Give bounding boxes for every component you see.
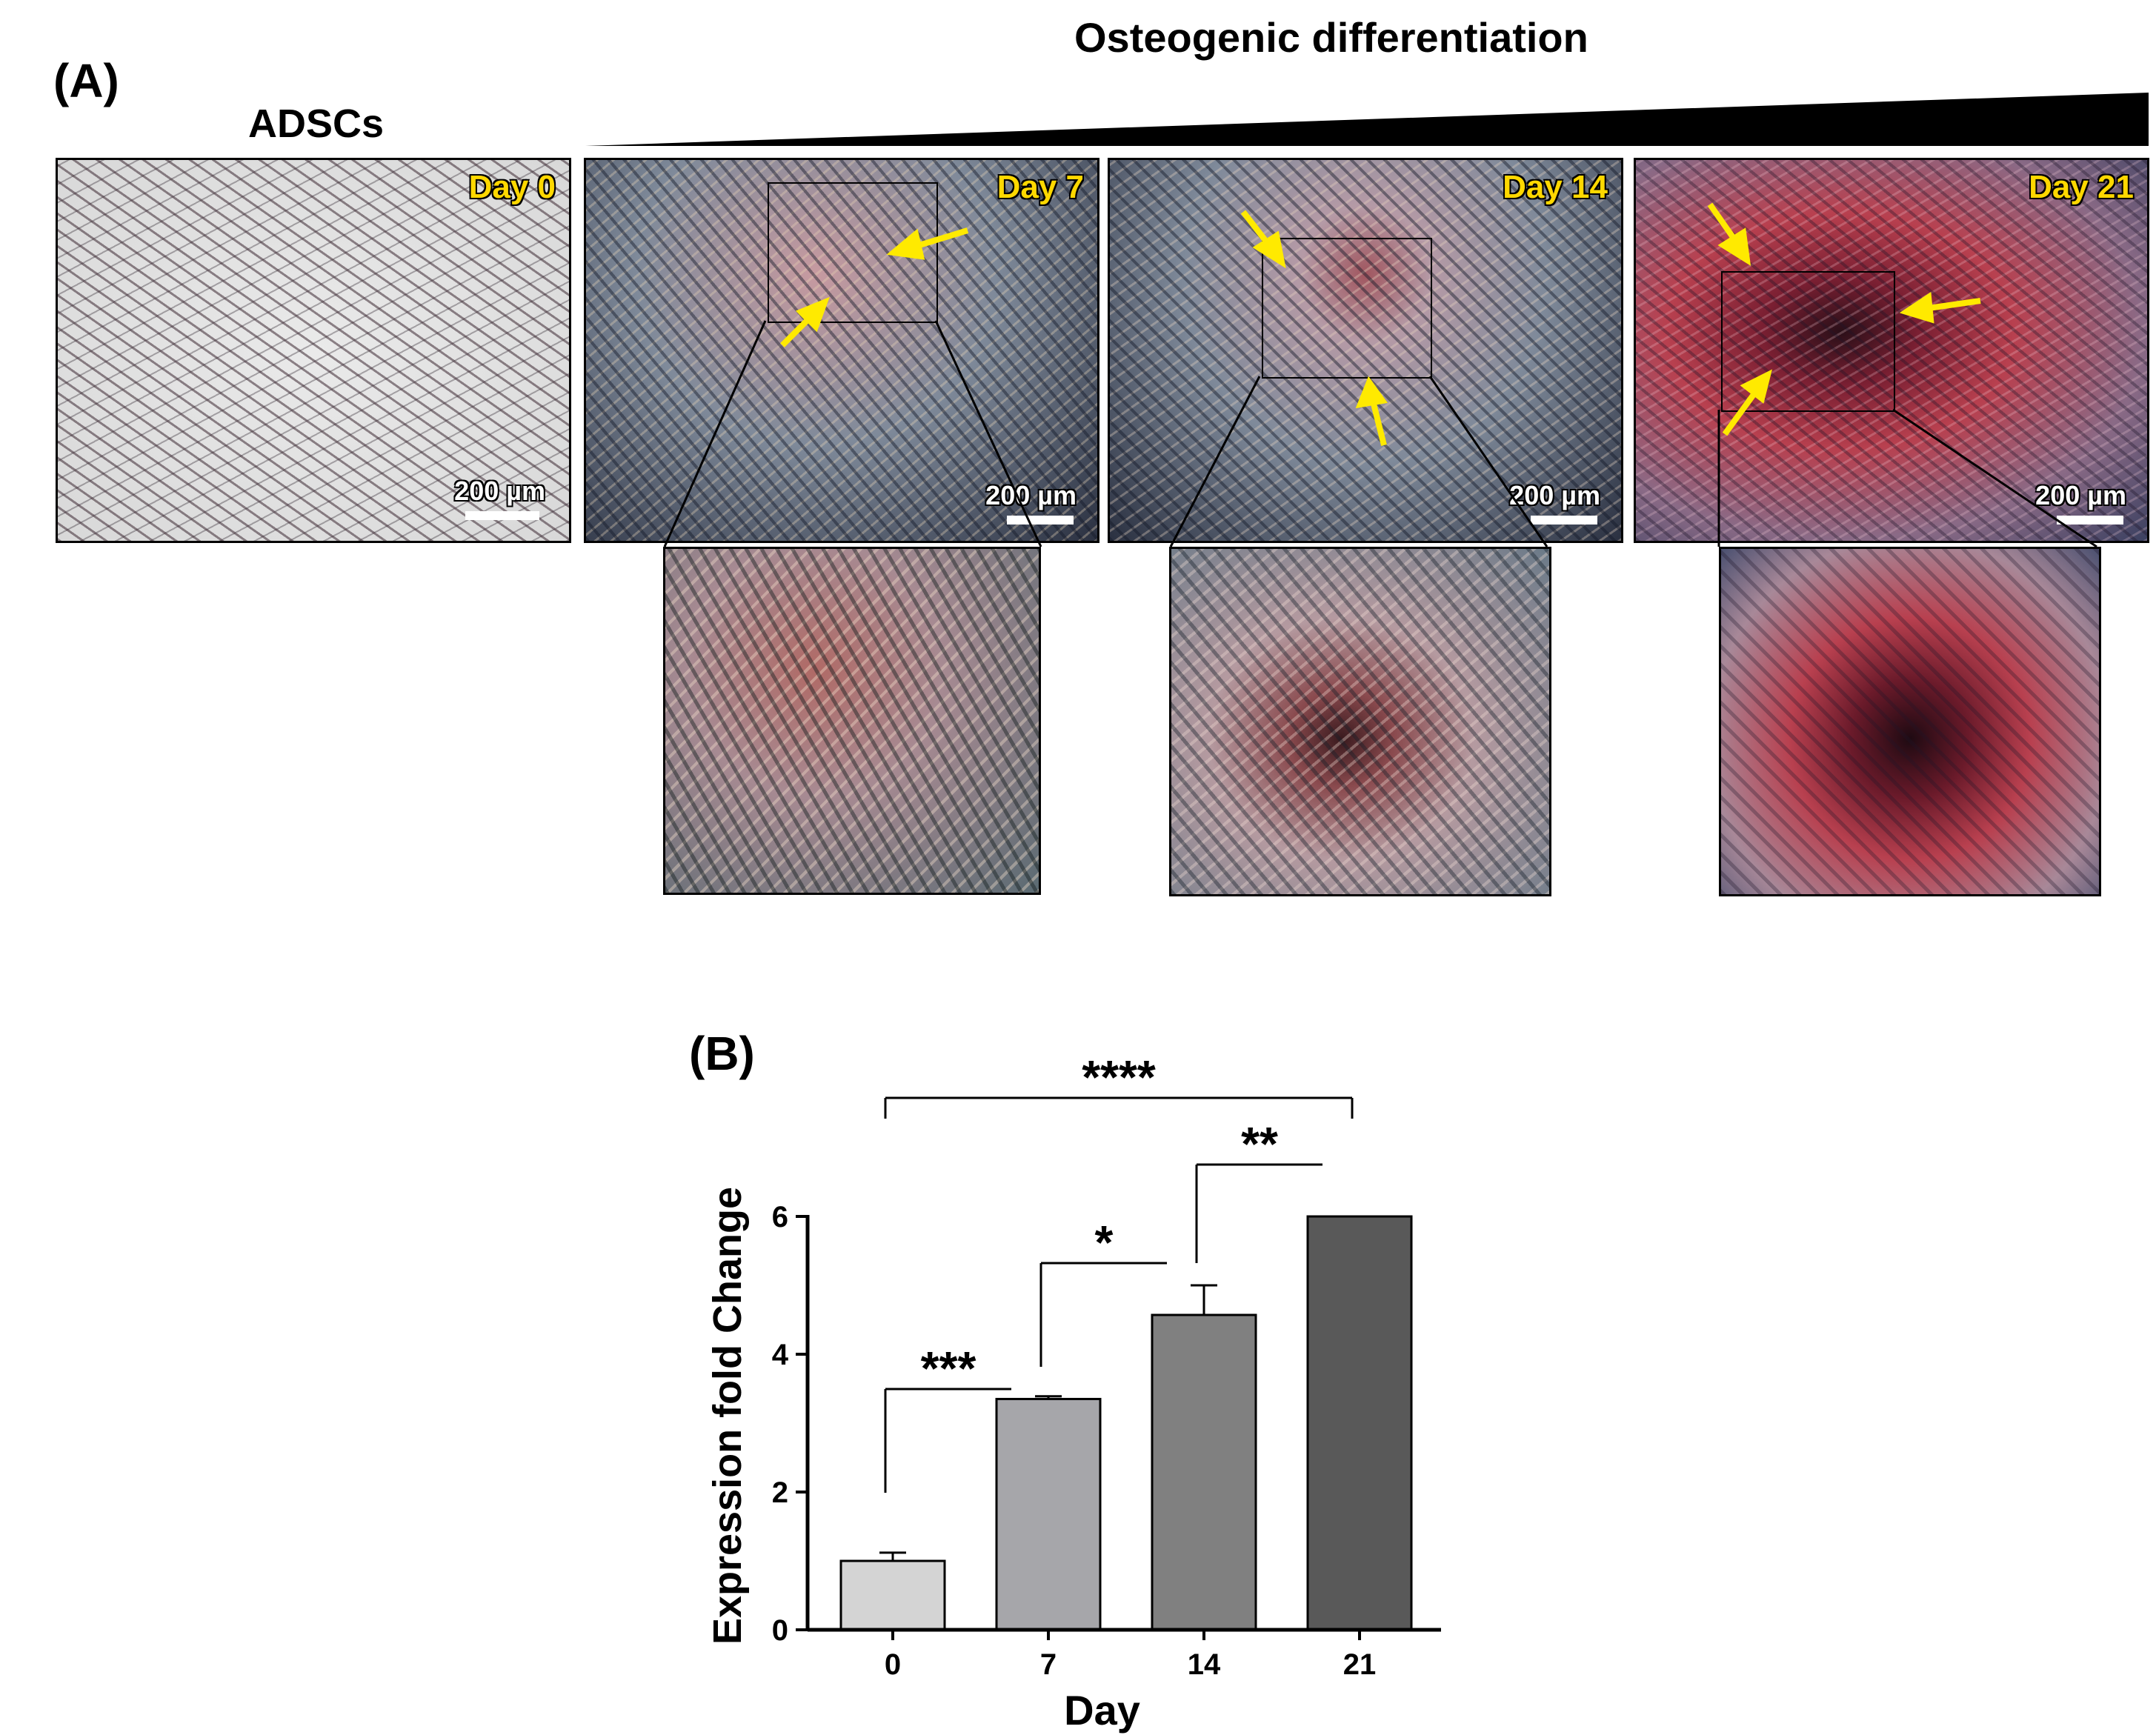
significance-label: * — [1095, 1216, 1114, 1269]
differentiation-wedge — [585, 93, 2149, 146]
arrows — [780, 227, 969, 347]
scale-label: 200 µm — [985, 480, 1077, 510]
day-label: Day 7 — [997, 169, 1084, 205]
micrograph-day-7: Day 7 200 µm — [584, 158, 1099, 543]
significance-label: *** — [921, 1342, 976, 1395]
day-label: Day 14 — [1503, 169, 1608, 205]
micrograph-day-21: Day 21 200 µm — [1634, 158, 2149, 543]
scale-bar — [2057, 516, 2123, 525]
day-label: Day 21 — [2029, 169, 2134, 205]
x-tick-label: 21 — [1343, 1648, 1377, 1681]
day-label: Day 0 — [468, 169, 556, 205]
x-tick-label: 7 — [1040, 1648, 1057, 1681]
y-axis-label: Expression fold Change — [705, 1187, 750, 1645]
zoom-connectors — [663, 320, 2097, 548]
scale-label: 200 µm — [454, 476, 545, 506]
osteogenic-header: Osteogenic differentiation — [1074, 14, 1588, 61]
y-tick-label: 0 — [772, 1614, 788, 1647]
zoom-region — [1262, 238, 1432, 379]
scale-bar — [465, 511, 539, 520]
micrograph-day-0: Day 0 200 µm — [56, 158, 571, 543]
bar-21 — [1306, 1215, 1413, 1631]
panel-a-label: (A) — [53, 54, 119, 107]
x-axis-label: Day — [1064, 1687, 1140, 1734]
inset-day-14 — [1169, 547, 1551, 896]
zoom-region — [768, 182, 938, 323]
zoom-region — [1721, 271, 1895, 412]
adscs-label: ADSCs — [248, 101, 385, 146]
bar-7 — [995, 1397, 1102, 1631]
panel-b-label: (B) — [689, 1027, 755, 1080]
y-tick-label: 6 — [772, 1201, 788, 1233]
micrograph-day-14: Day 14 200 µm — [1108, 158, 1623, 543]
scale-bar — [1531, 516, 1597, 525]
arrows — [1240, 210, 1388, 446]
y-tick-label: 4 — [772, 1339, 789, 1371]
scale-label: 200 µm — [2035, 480, 2126, 510]
arrows — [1707, 202, 1981, 436]
scale-bar — [1007, 516, 1074, 525]
y-tick-label: 2 — [772, 1476, 788, 1509]
x-tick-label: 0 — [885, 1648, 901, 1681]
inset-day-21 — [1719, 547, 2101, 896]
scale-label: 200 µm — [1509, 480, 1600, 510]
bar-0 — [839, 1559, 946, 1631]
significance-label: ** — [1241, 1117, 1278, 1170]
x-tick-label: 14 — [1188, 1648, 1221, 1681]
inset-day-7 — [663, 547, 1041, 895]
bar-14 — [1151, 1313, 1257, 1631]
significance-label: **** — [1082, 1052, 1156, 1104]
